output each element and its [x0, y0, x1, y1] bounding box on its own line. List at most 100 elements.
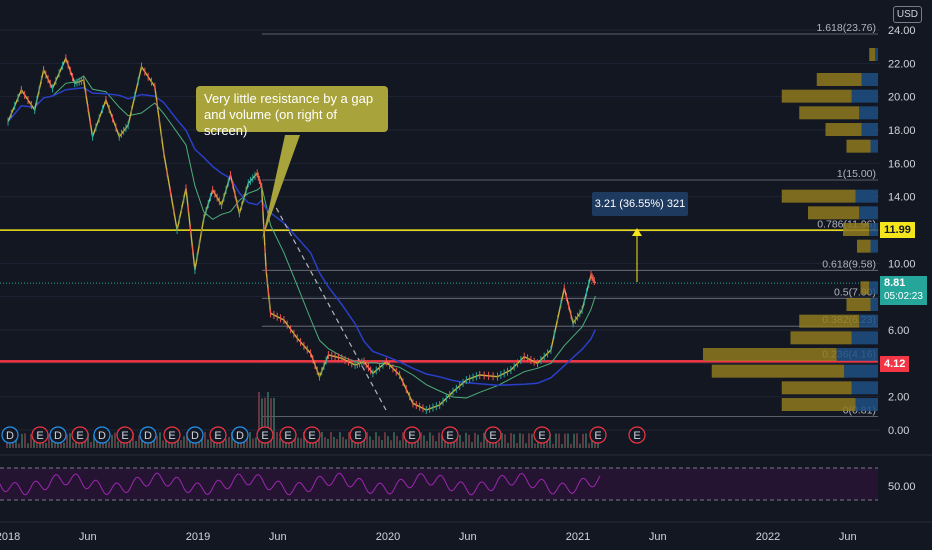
profile-bar-up	[703, 348, 837, 361]
volume-bar	[573, 433, 575, 448]
volume-bar	[456, 432, 458, 448]
volume-bar	[369, 436, 371, 448]
profile-bar-up	[799, 314, 860, 328]
volume-bar	[483, 432, 485, 448]
event-marker	[484, 426, 502, 444]
volume-bar	[558, 433, 560, 448]
volume-bar	[396, 435, 398, 448]
volume-bar	[552, 443, 554, 448]
volume-bar	[225, 439, 227, 448]
volume-bar	[231, 432, 233, 448]
volume-bar	[486, 434, 488, 448]
profile-bar-down	[875, 48, 878, 61]
fib-label: 0.618(9.58)	[822, 258, 876, 270]
volume-bar	[159, 432, 161, 448]
rsi-band	[0, 468, 878, 500]
volume-bar	[207, 439, 209, 448]
volume-bar	[270, 398, 272, 448]
bar-countdown: 05:02:23	[884, 291, 923, 302]
volume-bar	[9, 443, 11, 448]
event-marker-letter: E	[308, 430, 315, 442]
event-marker	[31, 426, 49, 444]
x-tick-label: Jun	[459, 531, 477, 543]
volume-bar	[303, 432, 305, 448]
event-marker	[139, 426, 157, 444]
volume-bar	[135, 441, 137, 448]
volume-bar	[153, 440, 155, 448]
volume-bar	[276, 432, 278, 448]
volume-bar	[501, 433, 503, 448]
volume-bar	[522, 434, 524, 448]
profile-bar-up	[711, 364, 845, 378]
volume-bar	[87, 432, 89, 448]
profile-bar-down	[851, 89, 878, 103]
volume-bar	[555, 433, 557, 448]
volume-bar	[504, 434, 506, 448]
event-marker	[303, 426, 321, 444]
profile-bar-up	[846, 298, 871, 311]
volume-bar	[306, 437, 308, 448]
event-marker	[93, 426, 111, 444]
y-tick-label: 10.00	[888, 258, 916, 270]
volume-bar	[351, 436, 353, 448]
event-marker-letter: D	[6, 430, 14, 442]
volume-bar	[18, 443, 20, 448]
event-marker	[441, 426, 459, 444]
volume-bar	[363, 439, 365, 448]
volume-bar	[30, 433, 32, 448]
volume-bar	[114, 432, 116, 448]
time-axis[interactable]: 2018 Jun 2019 Jun 2020 Jun 2021 Jun 2022 Jun	[0, 531, 857, 543]
profile-bar-down	[851, 381, 878, 395]
volume-bar	[255, 437, 257, 448]
event-marker	[209, 426, 227, 444]
event-marker	[1, 426, 19, 444]
volume-bar	[180, 440, 182, 448]
volume-bar	[261, 398, 263, 448]
fib-label: 1(15.00)	[837, 168, 876, 180]
moving-averages	[7, 75, 642, 411]
volume-bar	[273, 397, 275, 448]
profile-bar-up	[857, 239, 871, 253]
volume-bar	[390, 440, 392, 448]
volume-bar	[474, 432, 476, 448]
x-tick-label: Jun	[79, 531, 97, 543]
volume-bar	[381, 440, 383, 448]
event-marker-letter: D	[144, 430, 152, 442]
volume-bar	[258, 392, 260, 448]
volume-bar	[432, 435, 434, 448]
volume-bar	[564, 433, 566, 448]
volume-bar	[384, 432, 386, 448]
volume-bar	[294, 432, 296, 448]
y-tick-label: 18.00	[888, 125, 916, 137]
volume-bar	[543, 443, 545, 448]
volume-bar	[426, 441, 428, 448]
measure-label: 3.21 (36.55%) 321	[592, 192, 688, 216]
profile-bar-down	[859, 206, 878, 220]
event-marker-letter: E	[489, 430, 496, 442]
price-series	[7, 54, 597, 414]
y-tick-label: 2.00	[888, 392, 909, 404]
y-tick-label: 14.00	[888, 192, 916, 204]
currency-button[interactable]: USD	[892, 6, 922, 23]
current-price: 8.81	[884, 277, 906, 289]
x-tick-label: 2019	[186, 531, 210, 543]
volume-bar	[375, 432, 377, 448]
volume-bar	[171, 440, 173, 448]
x-tick-label: Jun	[269, 531, 287, 543]
profile-bar-up	[825, 123, 862, 136]
profile-bar-up	[781, 398, 856, 411]
volume-bar	[63, 442, 65, 448]
profile-bar-down	[861, 123, 878, 136]
volume-bar	[585, 433, 587, 448]
volume-bar	[393, 432, 395, 448]
profile-bar-down	[855, 398, 878, 411]
volume-bar	[198, 439, 200, 448]
x-tick-label: 2018	[0, 531, 20, 543]
volume-bar	[189, 439, 191, 448]
event-marker-letter: E	[214, 430, 221, 442]
volume-bar	[570, 443, 572, 448]
annotation-callout[interactable]: Very little resistance by a gap and volu…	[196, 86, 388, 138]
resistance-price-tag: 11.99	[880, 222, 915, 238]
volume-bar	[138, 435, 140, 448]
